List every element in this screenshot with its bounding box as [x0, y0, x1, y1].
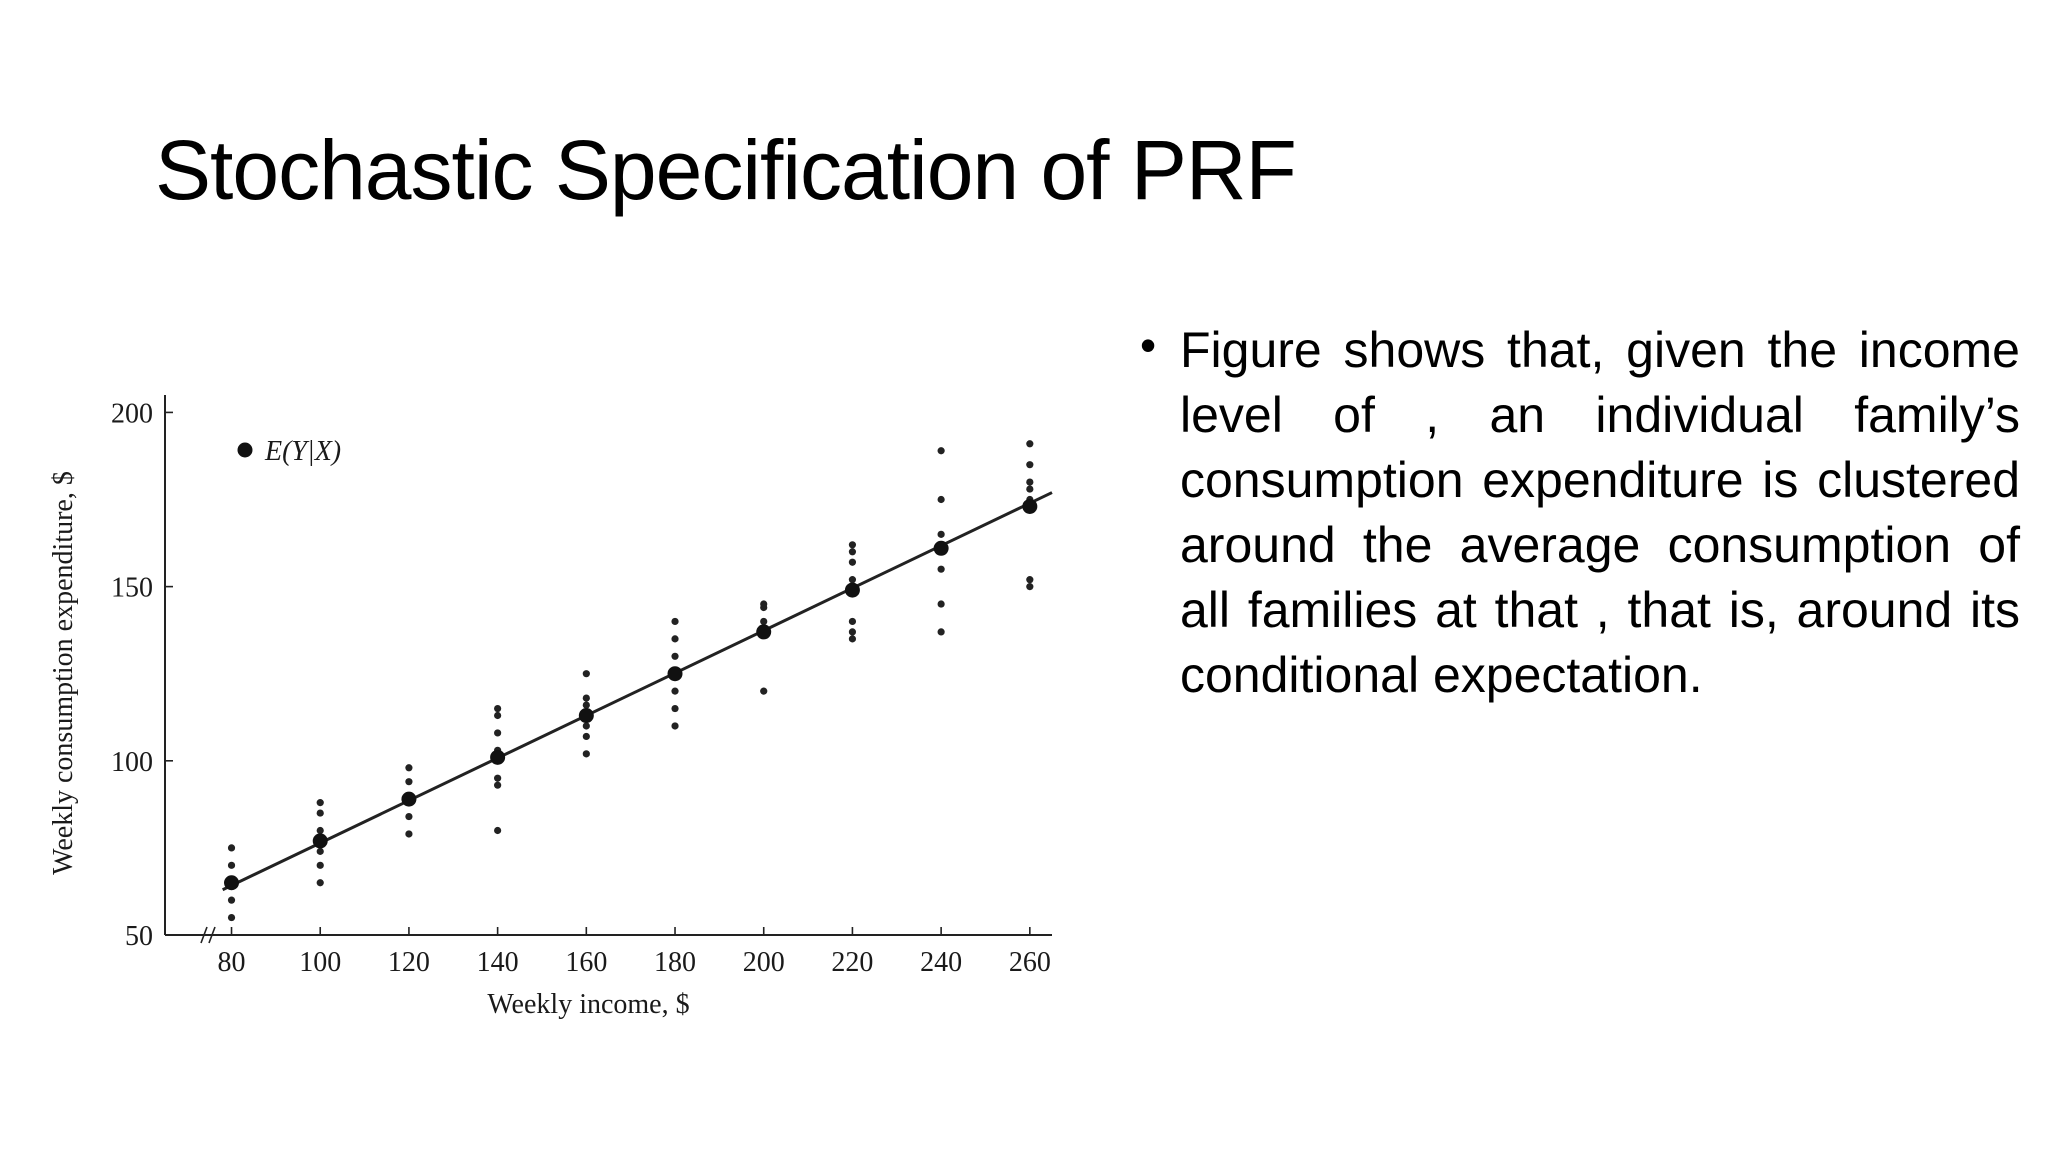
observation-point	[227, 861, 236, 869]
observation-point	[494, 729, 502, 737]
conditional-mean-point	[667, 666, 683, 682]
observation-point	[848, 541, 857, 549]
x-tick-label: 180	[654, 947, 696, 978]
observation-point	[848, 576, 857, 584]
observation-point	[1026, 478, 1034, 486]
observation-point	[937, 447, 945, 455]
conditional-mean-point	[224, 875, 240, 891]
x-tick-label: 140	[477, 947, 519, 978]
observation-point	[227, 844, 236, 852]
observation-point	[227, 896, 236, 904]
observation-point	[848, 628, 857, 636]
observation-point	[937, 495, 945, 504]
observation-point	[582, 722, 590, 730]
observation-point	[405, 830, 413, 838]
observation-point	[760, 687, 768, 695]
conditional-mean-point	[490, 749, 506, 765]
observation-point	[1026, 576, 1034, 584]
conditional-mean-point	[312, 833, 328, 849]
legend-label: E(Y|X)	[264, 436, 341, 467]
y-axis-label: Weekly consumption expenditure, $	[48, 471, 79, 875]
conditional-mean-point	[844, 582, 860, 598]
observation-point	[227, 913, 236, 922]
observation-point	[582, 694, 590, 702]
x-tick-label: 160	[565, 947, 607, 978]
observation-point	[760, 617, 768, 626]
observation-point	[494, 826, 502, 835]
x-tick-label: 220	[831, 947, 873, 978]
observation-point	[937, 600, 945, 608]
observation-point	[405, 778, 413, 786]
observation-point	[671, 722, 679, 730]
x-tick-label: 80	[218, 947, 246, 978]
observation-point	[671, 704, 679, 713]
observation-point	[316, 847, 324, 855]
conditional-mean-point	[578, 708, 594, 724]
slide-title: Stochastic Specification of PRF	[155, 123, 1297, 217]
observation-point	[937, 565, 945, 573]
scatter-chart: 80 100 120 140 160 180 200 220 240 260 50 100 150 200…	[48, 395, 1053, 1020]
observation-point	[848, 635, 857, 643]
observation-point	[1026, 485, 1034, 493]
observation-point	[671, 652, 679, 660]
observation-point	[1026, 583, 1034, 591]
observation-point	[937, 530, 945, 538]
observation-point	[405, 764, 413, 772]
observation-point	[582, 750, 590, 758]
axis-break-mark	[200, 926, 216, 944]
observation-point	[1026, 440, 1034, 448]
conditional-mean-point	[1022, 498, 1038, 514]
observation-point	[316, 879, 324, 887]
observation-point	[494, 711, 502, 720]
observation-point	[582, 670, 590, 678]
observation-point	[582, 732, 590, 741]
observation-point	[848, 617, 857, 626]
observation-point	[405, 812, 413, 821]
bullet-marker: •	[1140, 319, 1157, 371]
observation-point	[937, 628, 945, 636]
y-tick-label: 50	[125, 921, 153, 952]
observation-point	[760, 600, 768, 608]
observation-point	[671, 635, 679, 643]
observation-point	[316, 826, 324, 835]
x-tick-label: 120	[388, 947, 430, 978]
x-tick-label: 200	[743, 947, 785, 978]
observation-point	[316, 809, 324, 817]
regression-line	[222, 491, 1053, 892]
x-tick-label: 240	[920, 947, 962, 978]
bullet-text: Figure shows that, given the income leve…	[1180, 322, 2020, 703]
x-axis-label: Weekly income, $	[487, 989, 689, 1020]
y-tick-label: 100	[111, 747, 153, 778]
observation-point	[671, 687, 679, 695]
observation-point	[848, 548, 857, 556]
observation-point	[494, 774, 502, 782]
observation-point	[316, 861, 324, 869]
y-tick-label: 200	[111, 398, 153, 429]
scatter-figure: 80 100 120 140 160 180 200 220 240 260 50 100 150 200…	[40, 380, 1080, 1020]
bullet-list: • Figure shows that, given the income le…	[1140, 318, 2020, 708]
observation-point	[1026, 461, 1034, 469]
observation-point	[582, 701, 590, 709]
observation-point	[316, 799, 324, 807]
observation-point	[494, 704, 502, 713]
x-tick-label: 100	[299, 947, 341, 978]
conditional-mean-point	[933, 540, 949, 556]
legend-marker	[237, 442, 253, 458]
bullet-item: • Figure shows that, given the income le…	[1140, 318, 2020, 708]
conditional-mean-point	[756, 624, 772, 640]
observation-point	[494, 781, 502, 789]
observation-point	[671, 617, 679, 626]
observation-point	[848, 558, 857, 566]
conditional-mean-point	[401, 791, 417, 807]
x-tick-label: 260	[1009, 947, 1051, 978]
y-tick-label: 150	[111, 573, 153, 604]
